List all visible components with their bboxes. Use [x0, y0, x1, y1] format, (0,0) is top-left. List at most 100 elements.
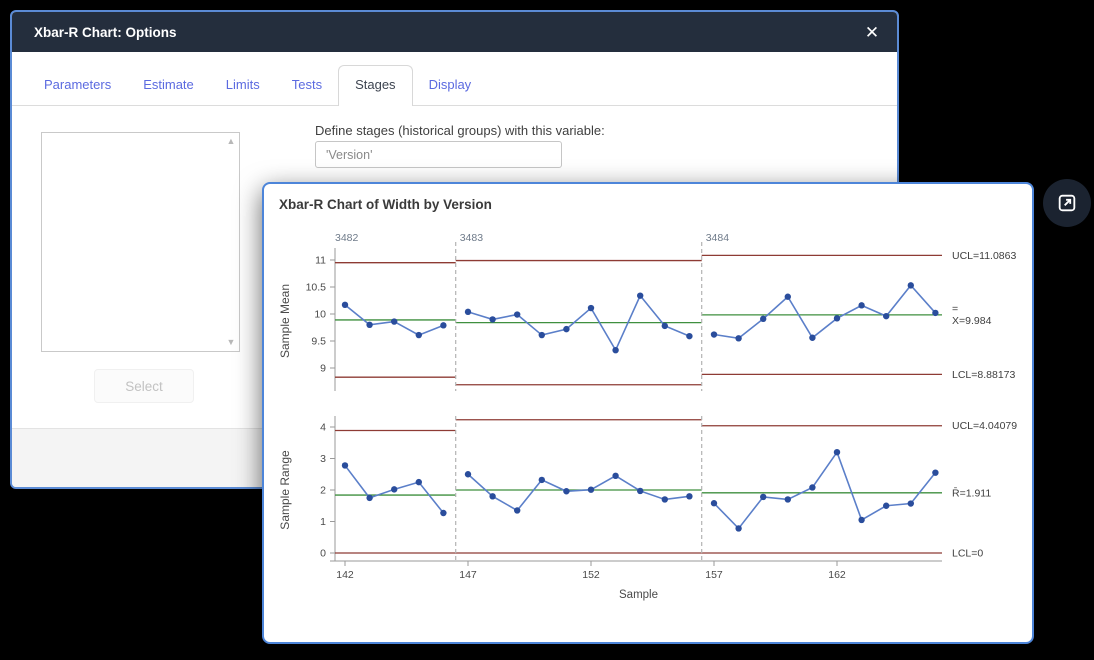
stage-label: 3482: [335, 232, 359, 244]
data-point: [612, 472, 619, 480]
data-point: [514, 311, 521, 318]
stage-label: 3484: [706, 232, 730, 244]
data-point: [883, 502, 890, 509]
data-point: [612, 346, 619, 354]
scrollbar-up-icon[interactable]: ▲: [226, 136, 236, 146]
limit-label: UCL=4.04079: [952, 420, 1017, 432]
tab-stages[interactable]: Stages: [338, 65, 413, 106]
y-tick-label: 3: [320, 453, 326, 465]
series-line: [713, 284, 936, 340]
data-point: [784, 293, 791, 300]
data-point: [587, 304, 595, 312]
tab-estimate[interactable]: Estimate: [143, 77, 194, 92]
data-point: [809, 484, 816, 491]
stage-label: 3483: [460, 232, 484, 244]
data-point: [809, 334, 816, 341]
scrollbar-down-icon[interactable]: ▼: [226, 337, 236, 347]
tab-limits[interactable]: Limits: [225, 77, 260, 92]
series-line: [467, 473, 690, 512]
data-point: [932, 469, 939, 476]
data-point: [710, 500, 718, 507]
x-tick-label: 162: [828, 569, 846, 581]
data-point: [366, 494, 373, 502]
y-axis-title: Sample Mean: [278, 284, 292, 358]
open-in-new-window-icon: [1058, 194, 1076, 212]
variables-listbox[interactable]: ▲ ▼: [41, 132, 240, 352]
data-point: [710, 331, 718, 338]
dialog-titlebar: Xbar-R Chart: Options ✕: [12, 12, 897, 52]
y-tick-label: 2: [320, 485, 326, 497]
select-button[interactable]: Select: [94, 369, 194, 403]
x-axis-title: Sample: [619, 589, 658, 601]
data-point: [735, 525, 742, 532]
tab-parameters[interactable]: Parameters: [44, 77, 112, 92]
data-point: [858, 516, 865, 524]
data-point: [858, 302, 865, 309]
x-tick-label: 147: [459, 569, 477, 581]
data-point: [932, 309, 939, 317]
series-line: [713, 450, 937, 530]
data-point: [538, 476, 545, 484]
data-point: [341, 462, 349, 469]
data-point: [415, 478, 422, 486]
data-point: [833, 315, 841, 322]
data-point: [391, 318, 398, 325]
limit-label: LCL=8.88173: [952, 369, 1016, 381]
x-tick-label: 152: [582, 569, 600, 581]
data-point: [563, 488, 570, 495]
limit-label: R̄=1.911: [952, 487, 991, 500]
series-line: [467, 294, 690, 352]
dialog-title: Xbar-R Chart: Options: [34, 24, 177, 40]
listbox-scrollbar[interactable]: ▲ ▼: [223, 133, 239, 351]
data-point: [440, 322, 447, 329]
define-stages-label: Define stages (historical groups) with t…: [315, 123, 605, 138]
close-icon[interactable]: ✕: [864, 23, 880, 42]
data-point: [341, 301, 349, 309]
data-point: [489, 493, 496, 500]
chart-title: Xbar-R Chart of Width by Version: [279, 197, 492, 212]
data-point: [661, 496, 668, 503]
data-point: [637, 487, 644, 495]
limit-label: UCL=11.0863: [952, 250, 1016, 262]
data-point: [538, 331, 545, 339]
popout-button[interactable]: [1043, 179, 1091, 227]
data-point: [464, 471, 472, 478]
data-point: [686, 493, 693, 500]
tab-strip: Parameters Estimate Limits Tests Stages Displ…: [12, 52, 897, 106]
data-point: [661, 322, 668, 330]
data-point: [907, 282, 914, 289]
data-point: [907, 500, 914, 507]
tab-tests[interactable]: Tests: [291, 77, 323, 92]
limit-label: LCL=0: [952, 548, 983, 560]
data-point: [391, 486, 398, 493]
y-axis-title: Sample Range: [278, 450, 292, 530]
data-point: [464, 308, 472, 316]
y-tick-label: 10.5: [306, 282, 327, 294]
data-point: [686, 332, 693, 340]
y-tick-label: 1: [320, 516, 326, 528]
data-point: [514, 507, 521, 514]
y-tick-label: 0: [320, 548, 326, 560]
limit-label: X=9.984: [952, 315, 992, 327]
data-point: [587, 486, 595, 493]
data-point: [366, 321, 373, 328]
data-point: [440, 509, 447, 517]
data-point: [760, 493, 767, 501]
data-point: [415, 331, 422, 339]
y-tick-label: 9: [320, 363, 326, 375]
x-tick-label: 157: [705, 569, 723, 581]
y-tick-label: 9.5: [311, 336, 326, 348]
limit-label: =: [952, 303, 958, 315]
data-point: [563, 325, 570, 333]
y-tick-label: 10: [314, 309, 326, 321]
y-tick-label: 11: [315, 255, 326, 267]
data-point: [760, 315, 767, 323]
data-point: [735, 335, 742, 342]
tab-display[interactable]: Display: [428, 77, 472, 92]
data-point: [489, 316, 496, 323]
data-point: [784, 496, 791, 503]
data-point: [637, 292, 644, 299]
stage-variable-input[interactable]: [315, 141, 562, 168]
data-point: [833, 449, 841, 456]
